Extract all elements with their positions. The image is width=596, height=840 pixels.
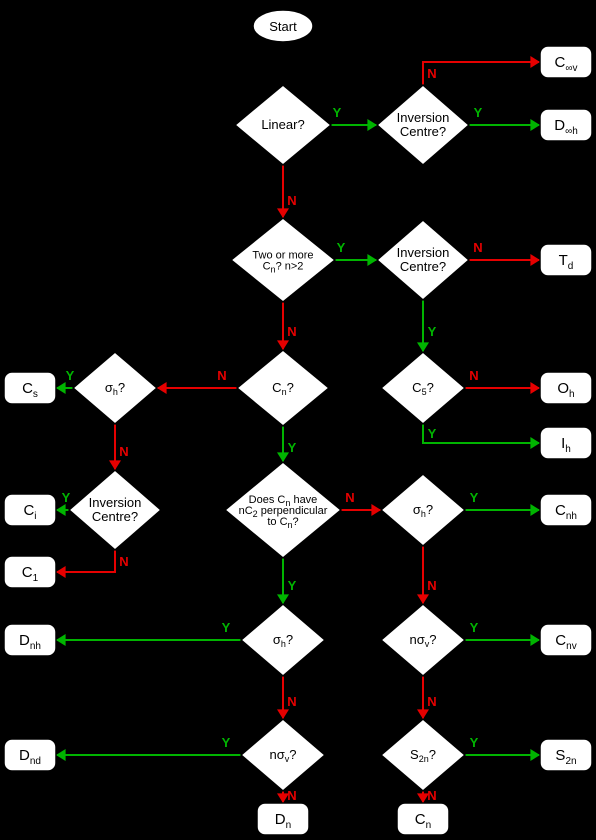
node-label-inv1: Centre? bbox=[400, 124, 446, 139]
edge-label: Y bbox=[66, 368, 75, 383]
node-label-twomore: Cn? n>2 bbox=[263, 261, 304, 275]
edge-label: Y bbox=[470, 490, 479, 505]
node-label-inv3: Centre? bbox=[92, 509, 138, 524]
edge-label: N bbox=[287, 324, 296, 339]
edge-label: Y bbox=[428, 426, 437, 441]
edge-label: N bbox=[427, 788, 436, 803]
node-label-start: Start bbox=[269, 19, 297, 34]
node-label-inv1: Inversion bbox=[397, 110, 450, 125]
edge-label: N bbox=[287, 193, 296, 208]
node-label-nsigmav1: nσv? bbox=[270, 747, 297, 764]
edge-label: N bbox=[345, 490, 354, 505]
edge-label: Y bbox=[288, 578, 297, 593]
edge-label: N bbox=[119, 554, 128, 569]
edge-label: Y bbox=[222, 620, 231, 635]
node-label-linear: Linear? bbox=[261, 117, 304, 132]
edge-label: Y bbox=[222, 735, 231, 750]
edge-label: N bbox=[217, 368, 226, 383]
edge-label: Y bbox=[470, 735, 479, 750]
edge-label: Y bbox=[333, 105, 342, 120]
edge-label: N bbox=[427, 694, 436, 709]
edge-label: N bbox=[427, 66, 436, 81]
edge-label: N bbox=[287, 694, 296, 709]
edge-label: N bbox=[119, 444, 128, 459]
edge-label: Y bbox=[62, 490, 71, 505]
edge-label: Y bbox=[470, 620, 479, 635]
edge-label: Y bbox=[474, 105, 483, 120]
edge-label: Y bbox=[428, 324, 437, 339]
edge-label: N bbox=[287, 788, 296, 803]
node-label-perp: to Cn? bbox=[267, 516, 298, 530]
flowchart: Y N N Y Y N N Y N Y Y N N Y Y N N Y Y N Y N Y N Y N Y N Start Linear?… bbox=[0, 0, 596, 840]
edge-label: N bbox=[469, 368, 478, 383]
edge-label: Y bbox=[337, 240, 346, 255]
node-label-inv2: Inversion bbox=[397, 245, 450, 260]
edge-label: Y bbox=[288, 440, 297, 455]
node-label-inv2: Centre? bbox=[400, 259, 446, 274]
node-label-nsigmav2: nσv? bbox=[410, 632, 437, 649]
edge-label: N bbox=[427, 578, 436, 593]
node-label-inv3: Inversion bbox=[89, 495, 142, 510]
edge-label: N bbox=[473, 240, 482, 255]
